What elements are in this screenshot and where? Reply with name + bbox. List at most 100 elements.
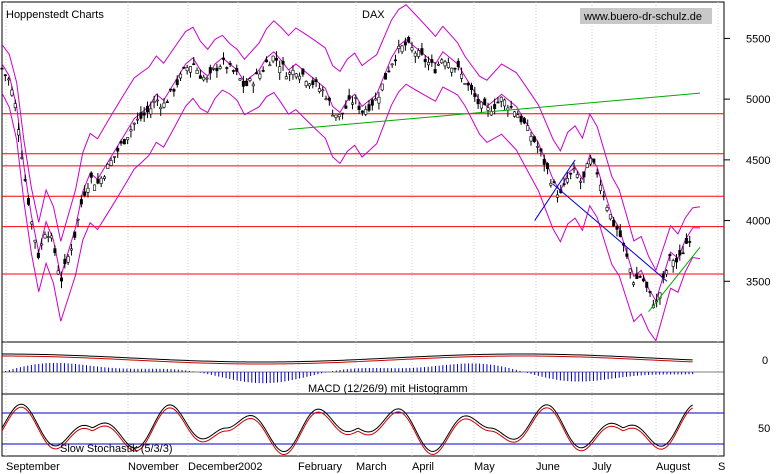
price-bar-body <box>522 118 526 124</box>
price-bar-body <box>582 171 586 178</box>
x-axis-label: S <box>718 461 725 473</box>
price-bar-body <box>645 281 649 288</box>
price-bar-body <box>241 80 245 87</box>
price-bar-body <box>304 81 308 86</box>
price-bar-body <box>493 104 497 109</box>
price-bar-body <box>248 78 252 81</box>
price-bar-body <box>50 235 54 239</box>
price-bar-body <box>334 114 338 118</box>
price-bar-body <box>476 98 480 105</box>
price-bar-body <box>433 69 437 74</box>
price-bar-body <box>251 83 255 87</box>
price-bar-body <box>321 89 325 92</box>
price-bar-body <box>307 83 311 87</box>
price-bar-body <box>33 239 37 243</box>
price-bar-body <box>79 199 83 205</box>
price-bar-body <box>30 221 34 225</box>
x-axis-label: 2002 <box>238 461 262 473</box>
price-bar-body <box>222 57 226 60</box>
price-bar-body <box>26 198 30 205</box>
price-bar-body <box>165 101 169 104</box>
price-bar-body <box>539 148 543 152</box>
x-axis-label: April <box>412 461 434 473</box>
price-bar-body <box>225 67 229 69</box>
x-axis-label: June <box>536 461 560 473</box>
upper-band-line <box>1 4 701 272</box>
x-axis-label: August <box>656 461 690 473</box>
price-bar-body <box>93 184 97 191</box>
price-bar-body <box>228 62 232 65</box>
price-bar-body <box>63 259 67 265</box>
price-bar-body <box>112 156 116 158</box>
price-bar-body <box>288 72 292 75</box>
y-tick-label: 5500 <box>746 33 770 45</box>
price-bar-body <box>407 36 411 43</box>
price-bar-body <box>446 62 450 68</box>
price-bar-body <box>427 62 431 66</box>
chart-title: DAX <box>362 9 385 21</box>
price-bar-body <box>423 59 427 63</box>
price-bar-body <box>532 136 536 143</box>
stochastic-d-line <box>1 406 693 456</box>
price-bar-body <box>301 68 305 75</box>
price-panel-frame <box>1 1 725 343</box>
price-bar-body <box>185 67 189 72</box>
price-bar-body <box>337 114 341 118</box>
price-bar-body <box>479 101 483 109</box>
price-bar-body <box>641 278 645 282</box>
macd-label: MACD (12/26/9) mit Histogramm <box>308 383 468 395</box>
downtrend-channel-line <box>552 183 668 282</box>
price-bar-body <box>202 76 206 81</box>
price-bar-body <box>40 243 44 246</box>
price-bar-body <box>602 195 606 198</box>
price-bar-body <box>73 231 77 238</box>
y-tick-label: 5000 <box>746 94 770 106</box>
price-bar-body <box>526 125 530 131</box>
price-bar-body <box>89 172 93 178</box>
price-bar-body <box>347 95 351 100</box>
price-bar-body <box>145 105 149 113</box>
price-bar-body <box>417 50 421 57</box>
price-bar-body <box>473 93 477 97</box>
price-bar-body <box>625 253 629 257</box>
price-bar-body <box>420 48 424 55</box>
price-bar-body <box>555 194 559 198</box>
x-axis-label: September <box>6 461 60 473</box>
stochastic-label: Slow Stochastik (5/3/3) <box>60 443 173 455</box>
price-bar-body <box>17 129 21 136</box>
price-bar-body <box>486 107 490 111</box>
price-bar-body <box>344 105 348 109</box>
price-bar-body <box>450 67 454 73</box>
lower-band-line <box>1 83 701 342</box>
stoch-panel-frame <box>1 393 725 457</box>
price-bar-body <box>175 79 179 85</box>
x-axis-label: March <box>356 461 387 473</box>
price-bar-body <box>271 55 275 62</box>
stochastic-k-line <box>1 403 693 453</box>
price-bar-body <box>258 73 262 79</box>
price-bar-body <box>512 111 516 117</box>
price-bar-body <box>393 59 397 62</box>
price-bar-body <box>245 80 249 86</box>
price-bar-body <box>7 78 11 81</box>
macd-line <box>1 353 693 363</box>
price-bar-body <box>66 256 70 263</box>
price-bar-body <box>595 172 599 175</box>
price-bar-body <box>102 176 106 179</box>
price-bar-body <box>635 273 639 280</box>
price-bar-body <box>390 63 394 66</box>
price-bar-body <box>681 252 685 255</box>
price-bar-body <box>466 82 470 86</box>
price-bar-body <box>357 105 361 110</box>
price-bar-body <box>182 66 186 69</box>
source-url: www.buero-dr-schulz.de <box>583 11 702 23</box>
price-bar-body <box>546 163 550 170</box>
price-bar-body <box>324 98 328 101</box>
price-bar-body <box>298 75 302 80</box>
price-bar-body <box>364 109 368 115</box>
macd-signal-line <box>1 355 693 365</box>
price-bar-body <box>46 236 50 238</box>
price-bar-body <box>13 103 17 108</box>
price-bar-body <box>129 129 133 132</box>
price-bar-body <box>632 282 636 285</box>
